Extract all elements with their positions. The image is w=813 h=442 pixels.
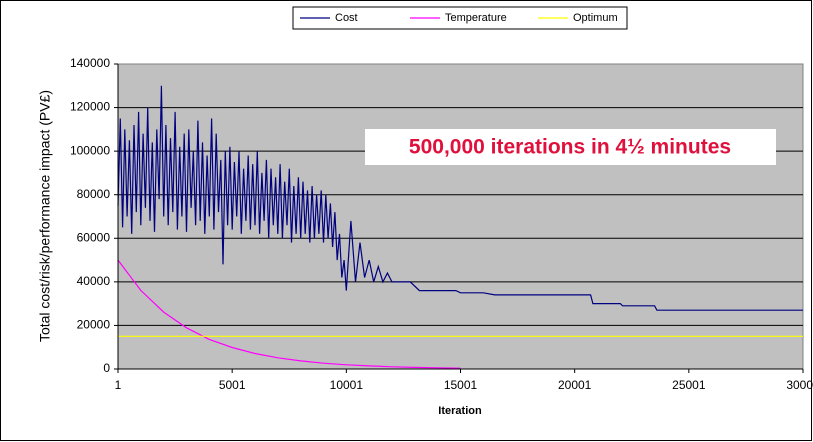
x-tick-label: 25001 xyxy=(672,378,706,392)
y-tick-label: 20000 xyxy=(77,318,111,332)
y-tick-label: 60000 xyxy=(77,230,111,244)
plot-area xyxy=(117,63,804,370)
legend xyxy=(292,6,628,30)
series-line xyxy=(117,259,461,369)
x-tick-label: 1 xyxy=(115,378,122,392)
y-tick-label: 40000 xyxy=(77,274,111,288)
y-axis-label: Total cost/risk/performance impact (PV£) xyxy=(37,90,53,342)
y-tick-label: 120000 xyxy=(70,100,110,114)
y-tick-label: 0 xyxy=(103,361,110,375)
annotation: 500,000 iterations in 4½ minutes xyxy=(409,136,731,159)
y-tick-label: 100000 xyxy=(70,143,110,157)
y-tick-label: 140000 xyxy=(70,56,110,70)
x-tick-label: 30001 xyxy=(786,378,813,392)
x-tick-label: 20001 xyxy=(558,378,592,392)
x-tick-label: 15001 xyxy=(444,378,478,392)
legend-label: Cost xyxy=(335,12,358,24)
legend-label: Optimum xyxy=(573,12,618,24)
legend-label: Temperature xyxy=(445,12,507,24)
x-tick-label: 5001 xyxy=(219,378,246,392)
series-line xyxy=(117,85,803,311)
x-axis-label: Iteration xyxy=(438,405,482,417)
x-tick-label: 10001 xyxy=(330,378,364,392)
annotation-box xyxy=(365,129,776,165)
y-tick-label: 80000 xyxy=(77,187,111,201)
